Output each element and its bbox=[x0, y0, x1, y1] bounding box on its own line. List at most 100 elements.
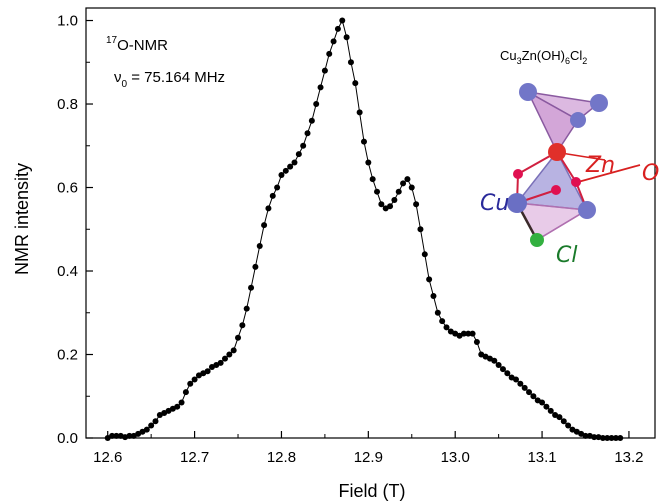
data-point bbox=[191, 376, 198, 383]
x-tick-label: 13.1 bbox=[527, 449, 556, 466]
data-point bbox=[360, 138, 367, 145]
x-tick-label: 12.8 bbox=[267, 449, 296, 466]
x-tick-label: 13.2 bbox=[614, 449, 643, 466]
o-atom-2 bbox=[571, 177, 581, 187]
y-tick-label: 0.4 bbox=[57, 263, 78, 280]
data-point bbox=[439, 318, 446, 325]
data-point bbox=[560, 418, 567, 425]
x-axis-label: Field (T) bbox=[339, 481, 406, 501]
data-point bbox=[387, 203, 394, 210]
y-tick-label: 0.2 bbox=[57, 347, 78, 364]
data-point bbox=[252, 263, 259, 270]
data-point bbox=[400, 180, 407, 187]
formula-sub-oh: 6 bbox=[565, 56, 570, 66]
data-point bbox=[365, 159, 372, 166]
o-atom-1 bbox=[513, 169, 523, 179]
data-point bbox=[426, 276, 433, 283]
zn-atom bbox=[548, 143, 566, 161]
data-point bbox=[178, 399, 185, 406]
data-point bbox=[582, 432, 589, 439]
plot-frame bbox=[85, 7, 656, 439]
formula-cl: Cl bbox=[570, 48, 582, 63]
x-axis-ticks: 12.6 12.7 12.8 12.9 13.0 13.1 13.2 bbox=[93, 431, 644, 466]
nu-subscript: 0 bbox=[122, 79, 128, 90]
data-point bbox=[308, 117, 315, 124]
data-point bbox=[248, 284, 255, 291]
data-point bbox=[504, 370, 511, 377]
x-tick-label: 12.7 bbox=[180, 449, 209, 466]
x-tick-label: 12.6 bbox=[93, 449, 122, 466]
frequency-value: = 75.164 MHz bbox=[127, 69, 225, 86]
data-point bbox=[395, 188, 402, 195]
y-tick-label: 1.0 bbox=[57, 13, 78, 30]
data-point bbox=[408, 184, 415, 191]
nu-symbol: ν bbox=[114, 69, 122, 86]
data-point bbox=[339, 17, 346, 24]
cu-label: Cu bbox=[480, 191, 509, 216]
y-tick-label: 0.6 bbox=[57, 180, 78, 197]
formula-zn-oh: Zn(OH) bbox=[522, 48, 565, 63]
data-point bbox=[556, 414, 563, 421]
data-point bbox=[543, 403, 550, 410]
data-point bbox=[126, 432, 133, 439]
data-point bbox=[421, 251, 428, 258]
formula-cu: Cu bbox=[500, 48, 517, 63]
cu-atom-1 bbox=[519, 83, 537, 101]
data-point bbox=[356, 109, 363, 116]
data-point bbox=[182, 389, 189, 396]
data-point bbox=[352, 80, 359, 87]
data-point bbox=[330, 38, 337, 45]
data-point bbox=[460, 330, 467, 337]
data-point bbox=[347, 59, 354, 66]
zn-label: Zn bbox=[585, 153, 615, 178]
zn-pointer-line bbox=[560, 152, 606, 161]
cu-atom-5 bbox=[578, 201, 596, 219]
data-point bbox=[530, 393, 537, 400]
data-point bbox=[491, 357, 498, 364]
x-tick-label: 13.0 bbox=[441, 449, 470, 466]
cu-atom-4 bbox=[507, 193, 527, 213]
data-point bbox=[617, 435, 624, 441]
data-point bbox=[226, 351, 233, 358]
data-point bbox=[278, 171, 285, 178]
data-point bbox=[378, 201, 385, 208]
frequency-annotation: ν0 = 75.164 MHz bbox=[114, 69, 225, 90]
data-point bbox=[547, 407, 554, 414]
x-tick-label: 12.9 bbox=[354, 449, 383, 466]
data-point bbox=[269, 192, 276, 199]
data-point bbox=[187, 380, 194, 387]
data-point bbox=[274, 184, 281, 191]
data-point bbox=[113, 432, 120, 439]
data-point bbox=[369, 176, 376, 183]
data-point bbox=[148, 422, 155, 429]
data-point bbox=[174, 403, 181, 410]
data-point bbox=[434, 309, 441, 316]
y-tick-label: 0.0 bbox=[57, 430, 78, 447]
data-point bbox=[243, 305, 250, 312]
data-point bbox=[109, 432, 116, 439]
upper-tetrahedron-face bbox=[526, 90, 580, 154]
nucleus-annotation: 17O-NMR bbox=[106, 35, 168, 54]
data-point bbox=[304, 130, 311, 137]
data-point bbox=[321, 67, 328, 74]
inset-formula: Cu3Zn(OH)6Cl2 bbox=[500, 48, 587, 66]
data-point bbox=[443, 324, 450, 331]
formula-sub-cl: 2 bbox=[582, 56, 587, 66]
data-point bbox=[239, 322, 246, 329]
data-point bbox=[217, 359, 224, 366]
data-point bbox=[465, 330, 472, 337]
series-points bbox=[104, 17, 624, 441]
formula-sub-cu: 3 bbox=[517, 56, 522, 66]
data-point bbox=[374, 188, 381, 195]
data-point bbox=[517, 380, 524, 387]
data-point bbox=[526, 389, 533, 396]
data-point bbox=[499, 366, 506, 373]
y-axis-label: NMR intensity bbox=[12, 163, 32, 275]
data-point bbox=[604, 435, 611, 441]
data-point bbox=[152, 418, 159, 425]
cu-atom-3 bbox=[570, 112, 586, 128]
data-point bbox=[521, 384, 528, 391]
data-point bbox=[326, 50, 333, 57]
data-point bbox=[417, 226, 424, 233]
